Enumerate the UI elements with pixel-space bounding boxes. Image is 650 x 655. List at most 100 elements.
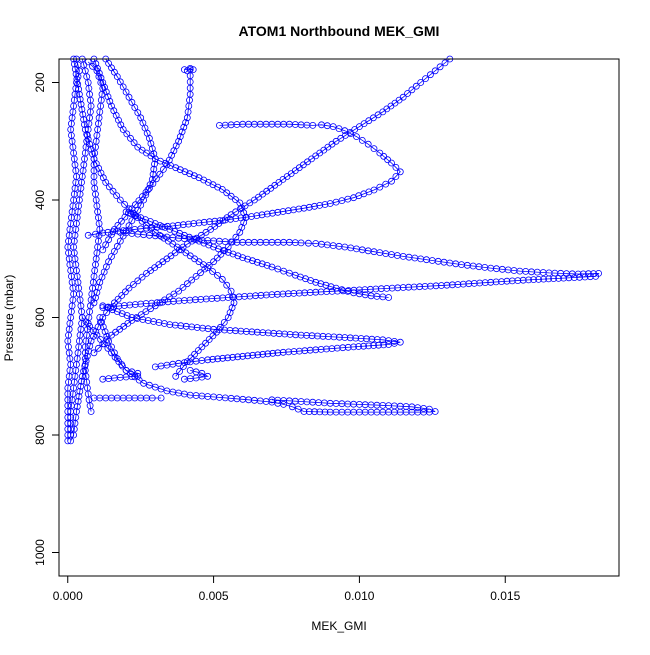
data-point bbox=[76, 387, 84, 395]
data-point bbox=[104, 93, 112, 100]
data-point bbox=[124, 209, 132, 217]
data-point bbox=[316, 408, 324, 416]
data-point bbox=[137, 214, 145, 222]
data-point bbox=[388, 177, 395, 185]
data-point bbox=[197, 269, 204, 277]
data-point bbox=[242, 328, 250, 335]
data-point bbox=[321, 201, 329, 208]
data-point bbox=[159, 165, 167, 173]
data-point bbox=[314, 332, 321, 340]
data-point bbox=[258, 260, 266, 268]
data-point bbox=[214, 245, 222, 253]
data-point bbox=[108, 331, 115, 339]
data-point bbox=[221, 247, 228, 255]
data-point bbox=[330, 333, 338, 341]
data-point bbox=[254, 351, 262, 359]
data-point bbox=[131, 104, 139, 111]
data-point bbox=[297, 239, 305, 247]
data-point bbox=[128, 217, 136, 225]
data-point bbox=[306, 346, 314, 354]
data-point bbox=[388, 159, 395, 167]
data-point bbox=[427, 282, 434, 290]
data-point bbox=[176, 367, 184, 375]
data-point bbox=[252, 292, 259, 300]
data-point bbox=[560, 274, 567, 282]
data-point bbox=[470, 279, 478, 287]
series-line bbox=[93, 58, 247, 354]
data-point bbox=[180, 375, 188, 383]
data-point bbox=[592, 272, 600, 280]
data-point bbox=[200, 218, 208, 226]
data-point bbox=[214, 271, 221, 279]
data-point bbox=[248, 328, 256, 336]
series-line bbox=[184, 67, 194, 72]
data-point bbox=[210, 243, 218, 251]
data-point bbox=[144, 317, 152, 324]
data-point bbox=[360, 120, 368, 127]
data-point bbox=[317, 345, 325, 353]
data-point bbox=[535, 275, 542, 283]
data-point bbox=[263, 261, 271, 269]
data-point bbox=[385, 341, 393, 348]
data-point bbox=[131, 301, 139, 308]
data-point bbox=[174, 221, 182, 229]
data-point bbox=[125, 222, 133, 230]
data-point bbox=[202, 295, 210, 303]
data-point bbox=[139, 316, 147, 323]
data-point bbox=[171, 321, 179, 329]
data-point bbox=[259, 350, 267, 358]
data-point bbox=[224, 243, 232, 251]
data-point bbox=[259, 329, 267, 337]
data-point bbox=[148, 145, 156, 153]
data-point bbox=[160, 320, 168, 327]
data-point bbox=[142, 300, 150, 307]
data-point bbox=[341, 127, 349, 135]
data-point bbox=[241, 292, 249, 300]
series-line bbox=[184, 370, 209, 380]
data-point bbox=[270, 329, 278, 337]
data-point bbox=[284, 290, 292, 298]
data-point bbox=[101, 328, 109, 336]
data-point bbox=[274, 265, 282, 273]
data-point bbox=[172, 164, 180, 172]
data-point bbox=[404, 90, 411, 97]
data-series bbox=[78, 314, 439, 416]
data-point bbox=[305, 408, 313, 416]
data-point bbox=[121, 213, 129, 221]
data-point bbox=[305, 203, 313, 211]
data-point bbox=[459, 280, 467, 288]
data-point bbox=[131, 201, 139, 209]
data-point bbox=[190, 235, 198, 243]
data-point bbox=[280, 267, 288, 275]
data-point bbox=[441, 59, 449, 67]
data-point bbox=[89, 62, 96, 70]
data-point bbox=[111, 349, 118, 357]
data-point bbox=[269, 209, 276, 217]
data-point bbox=[199, 324, 207, 332]
data-point bbox=[364, 140, 372, 148]
data-point bbox=[176, 166, 184, 174]
data-point bbox=[122, 88, 130, 96]
chart-title: ATOM1 Northbound MEK_GMI bbox=[239, 23, 440, 39]
data-point bbox=[123, 130, 131, 138]
data-point bbox=[155, 319, 163, 326]
data-point bbox=[285, 269, 293, 277]
data-point bbox=[118, 310, 126, 318]
data-point bbox=[122, 288, 129, 296]
data-point bbox=[205, 336, 213, 343]
data-point bbox=[104, 344, 112, 352]
data-point bbox=[118, 361, 126, 368]
data-point bbox=[187, 354, 195, 362]
data-point bbox=[108, 231, 115, 238]
data-point bbox=[280, 400, 288, 408]
x-axis: 0.000 0.005 0.010 0.015 bbox=[53, 575, 521, 603]
data-point bbox=[385, 294, 393, 301]
data-point bbox=[392, 173, 400, 180]
data-point bbox=[519, 276, 527, 284]
data-point bbox=[134, 277, 142, 285]
data-point bbox=[111, 247, 118, 255]
data-point bbox=[312, 288, 320, 296]
data-point bbox=[108, 343, 115, 351]
data-point bbox=[180, 297, 188, 304]
data-point bbox=[83, 130, 91, 138]
